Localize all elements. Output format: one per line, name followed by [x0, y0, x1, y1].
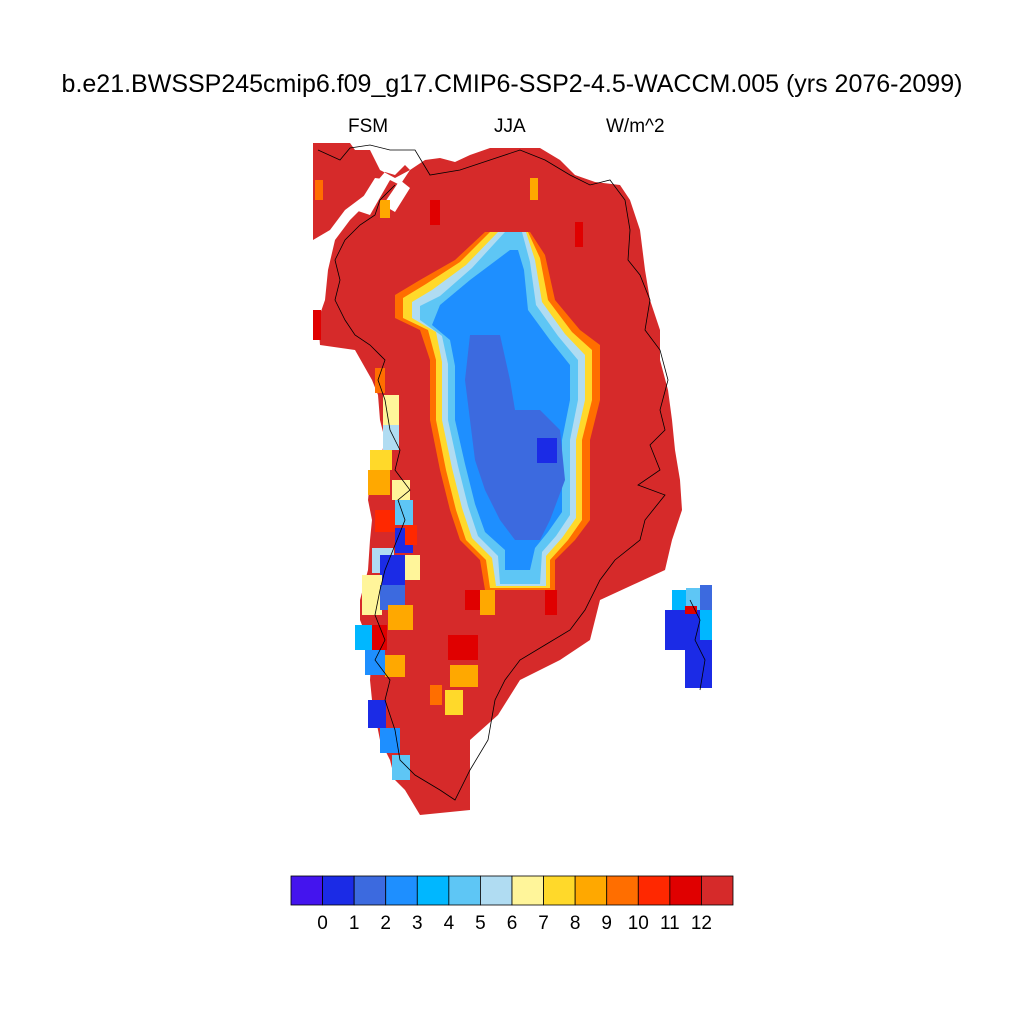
- plot-title: b.e21.BWSSP245cmip6.f09_g17.CMIP6-SSP2-4…: [61, 70, 963, 98]
- colorbar-tick-label: 1: [349, 913, 360, 934]
- colorbar-swatch: [353, 875, 387, 906]
- colorbar-swatch: [480, 875, 513, 906]
- colorbar-swatch: [290, 875, 323, 906]
- units-label: W/m^2: [606, 116, 665, 137]
- colorbar-swatch: [416, 875, 450, 906]
- colorbar-tick-label: 4: [444, 913, 455, 934]
- ice-min-cell: [537, 438, 557, 463]
- colorbar-tick-label: 6: [507, 913, 518, 934]
- colorbar-tick-label: 7: [538, 913, 549, 934]
- colorbar-tick-label: 0: [317, 913, 328, 934]
- colorbar-tick-label: 10: [628, 913, 649, 934]
- colorbar-swatch: [637, 875, 671, 906]
- colorbar-swatch: [669, 875, 702, 906]
- left-label: FSM: [348, 116, 389, 137]
- colorbar-tick-label: 12: [691, 913, 712, 934]
- colorbar-swatch: [385, 875, 418, 906]
- colorbar-tick-label: 9: [601, 913, 612, 934]
- ice-medium-blue: [465, 335, 565, 540]
- colorbar-swatch: [448, 875, 481, 906]
- colorbar-swatch: [606, 875, 639, 906]
- west-coast-cells: [313, 178, 583, 780]
- center-label: JJA: [494, 116, 526, 137]
- colorbar-tick-label: 8: [570, 913, 581, 934]
- colorbar-swatch: [574, 875, 608, 906]
- colorbar-tick-label: 3: [412, 913, 423, 934]
- east-patch: [665, 585, 712, 688]
- colorbar-swatch: [322, 875, 355, 906]
- colorbar-tick-label: 11: [660, 913, 680, 934]
- colorbar-swatch: [543, 875, 576, 906]
- colorbar-tick-label: 2: [380, 913, 391, 934]
- map-gap: [355, 178, 390, 215]
- colorbar-swatch: [701, 875, 734, 906]
- colorbar-swatch: [511, 875, 544, 906]
- colorbar-tick-label: 5: [475, 913, 486, 934]
- coastline: [317, 144, 706, 801]
